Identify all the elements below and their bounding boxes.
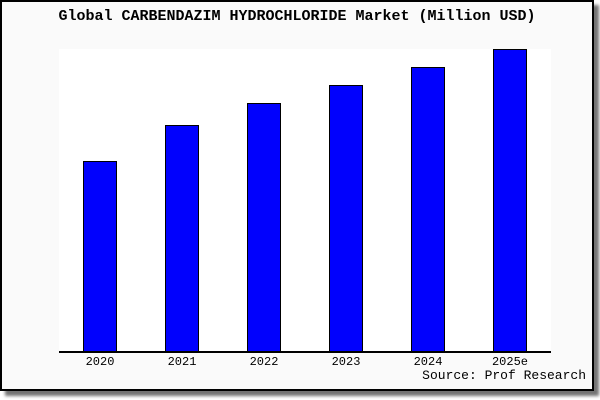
chart-title: Global CARBENDAZIM HYDROCHLORIDE Market … [58,8,536,25]
bar-slot-2025e [469,49,551,351]
chart-frame: Global CARBENDAZIM HYDROCHLORIDE Market … [0,0,594,391]
x-axis-labels: 2020 2021 2022 2023 2024 2025e [59,355,551,369]
bars-container [59,49,551,351]
x-tick-2025e: 2025e [491,355,528,369]
source-credit: Source: Prof Research [422,368,586,383]
plot-area [59,49,551,353]
bar-slot-2021 [141,49,223,351]
bar-2023 [329,85,363,351]
bar-2020 [83,160,117,351]
bar-slot-2022 [223,49,305,351]
x-tick-2023: 2023 [331,355,361,369]
bar-slot-2023 [305,49,387,351]
x-tick-2024: 2024 [413,355,443,369]
x-tick-2021: 2021 [167,355,197,369]
bar-2022 [247,103,281,351]
bar-2024 [411,67,445,351]
x-tick-2022: 2022 [249,355,279,369]
x-tick-2020: 2020 [85,355,115,369]
bar-slot-2020 [59,49,141,351]
bar-2025e [493,49,527,351]
bar-slot-2024 [387,49,469,351]
bar-2021 [165,124,199,351]
